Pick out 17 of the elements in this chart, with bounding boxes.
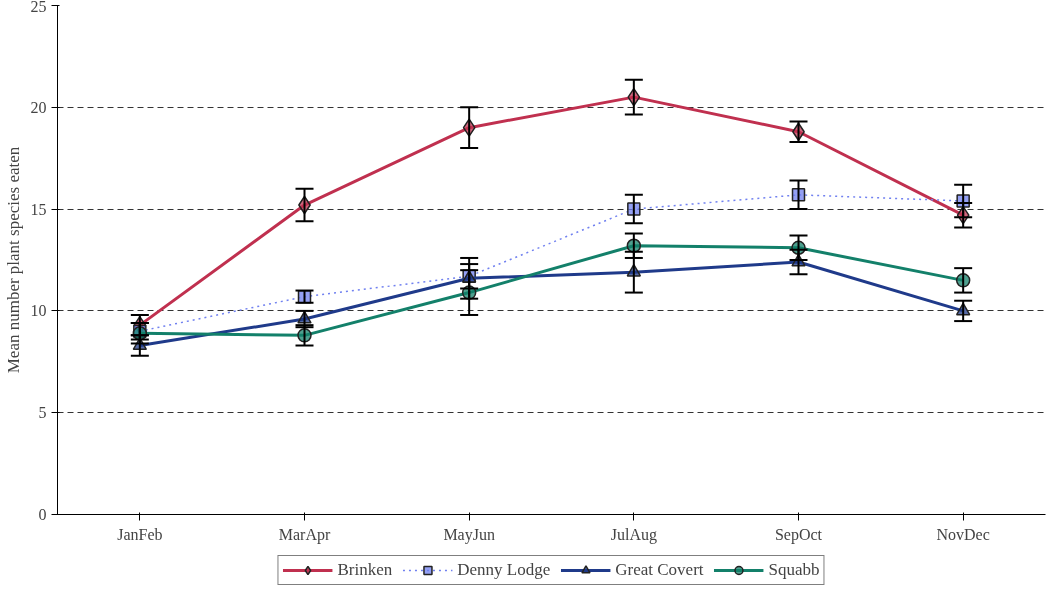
x-tick-label: JanFeb: [117, 525, 163, 543]
y-tick-label: 20: [30, 98, 47, 116]
y-tick-label: 5: [38, 404, 47, 422]
x-tick-label: SepOct: [774, 525, 823, 544]
y-axis-title: Mean number plant species eaten: [3, 146, 23, 374]
y-tick-label: 0: [38, 506, 47, 523]
y-tick-label: 15: [30, 200, 47, 218]
x-tick-label: NovDec: [936, 525, 990, 543]
x-tick-label: JulAug: [610, 525, 657, 544]
y-tick-label: 25: [30, 0, 47, 15]
y-tick-label: 10: [30, 302, 47, 320]
legend-label: Great Covert: [615, 560, 704, 580]
x-tick-label: MarApr: [278, 525, 331, 544]
legend-label: Denny Lodge: [457, 560, 551, 580]
legend-label: Brinken: [337, 560, 393, 580]
x-tick-label: MayJun: [443, 525, 495, 544]
legend-label: Squabb: [768, 560, 820, 580]
